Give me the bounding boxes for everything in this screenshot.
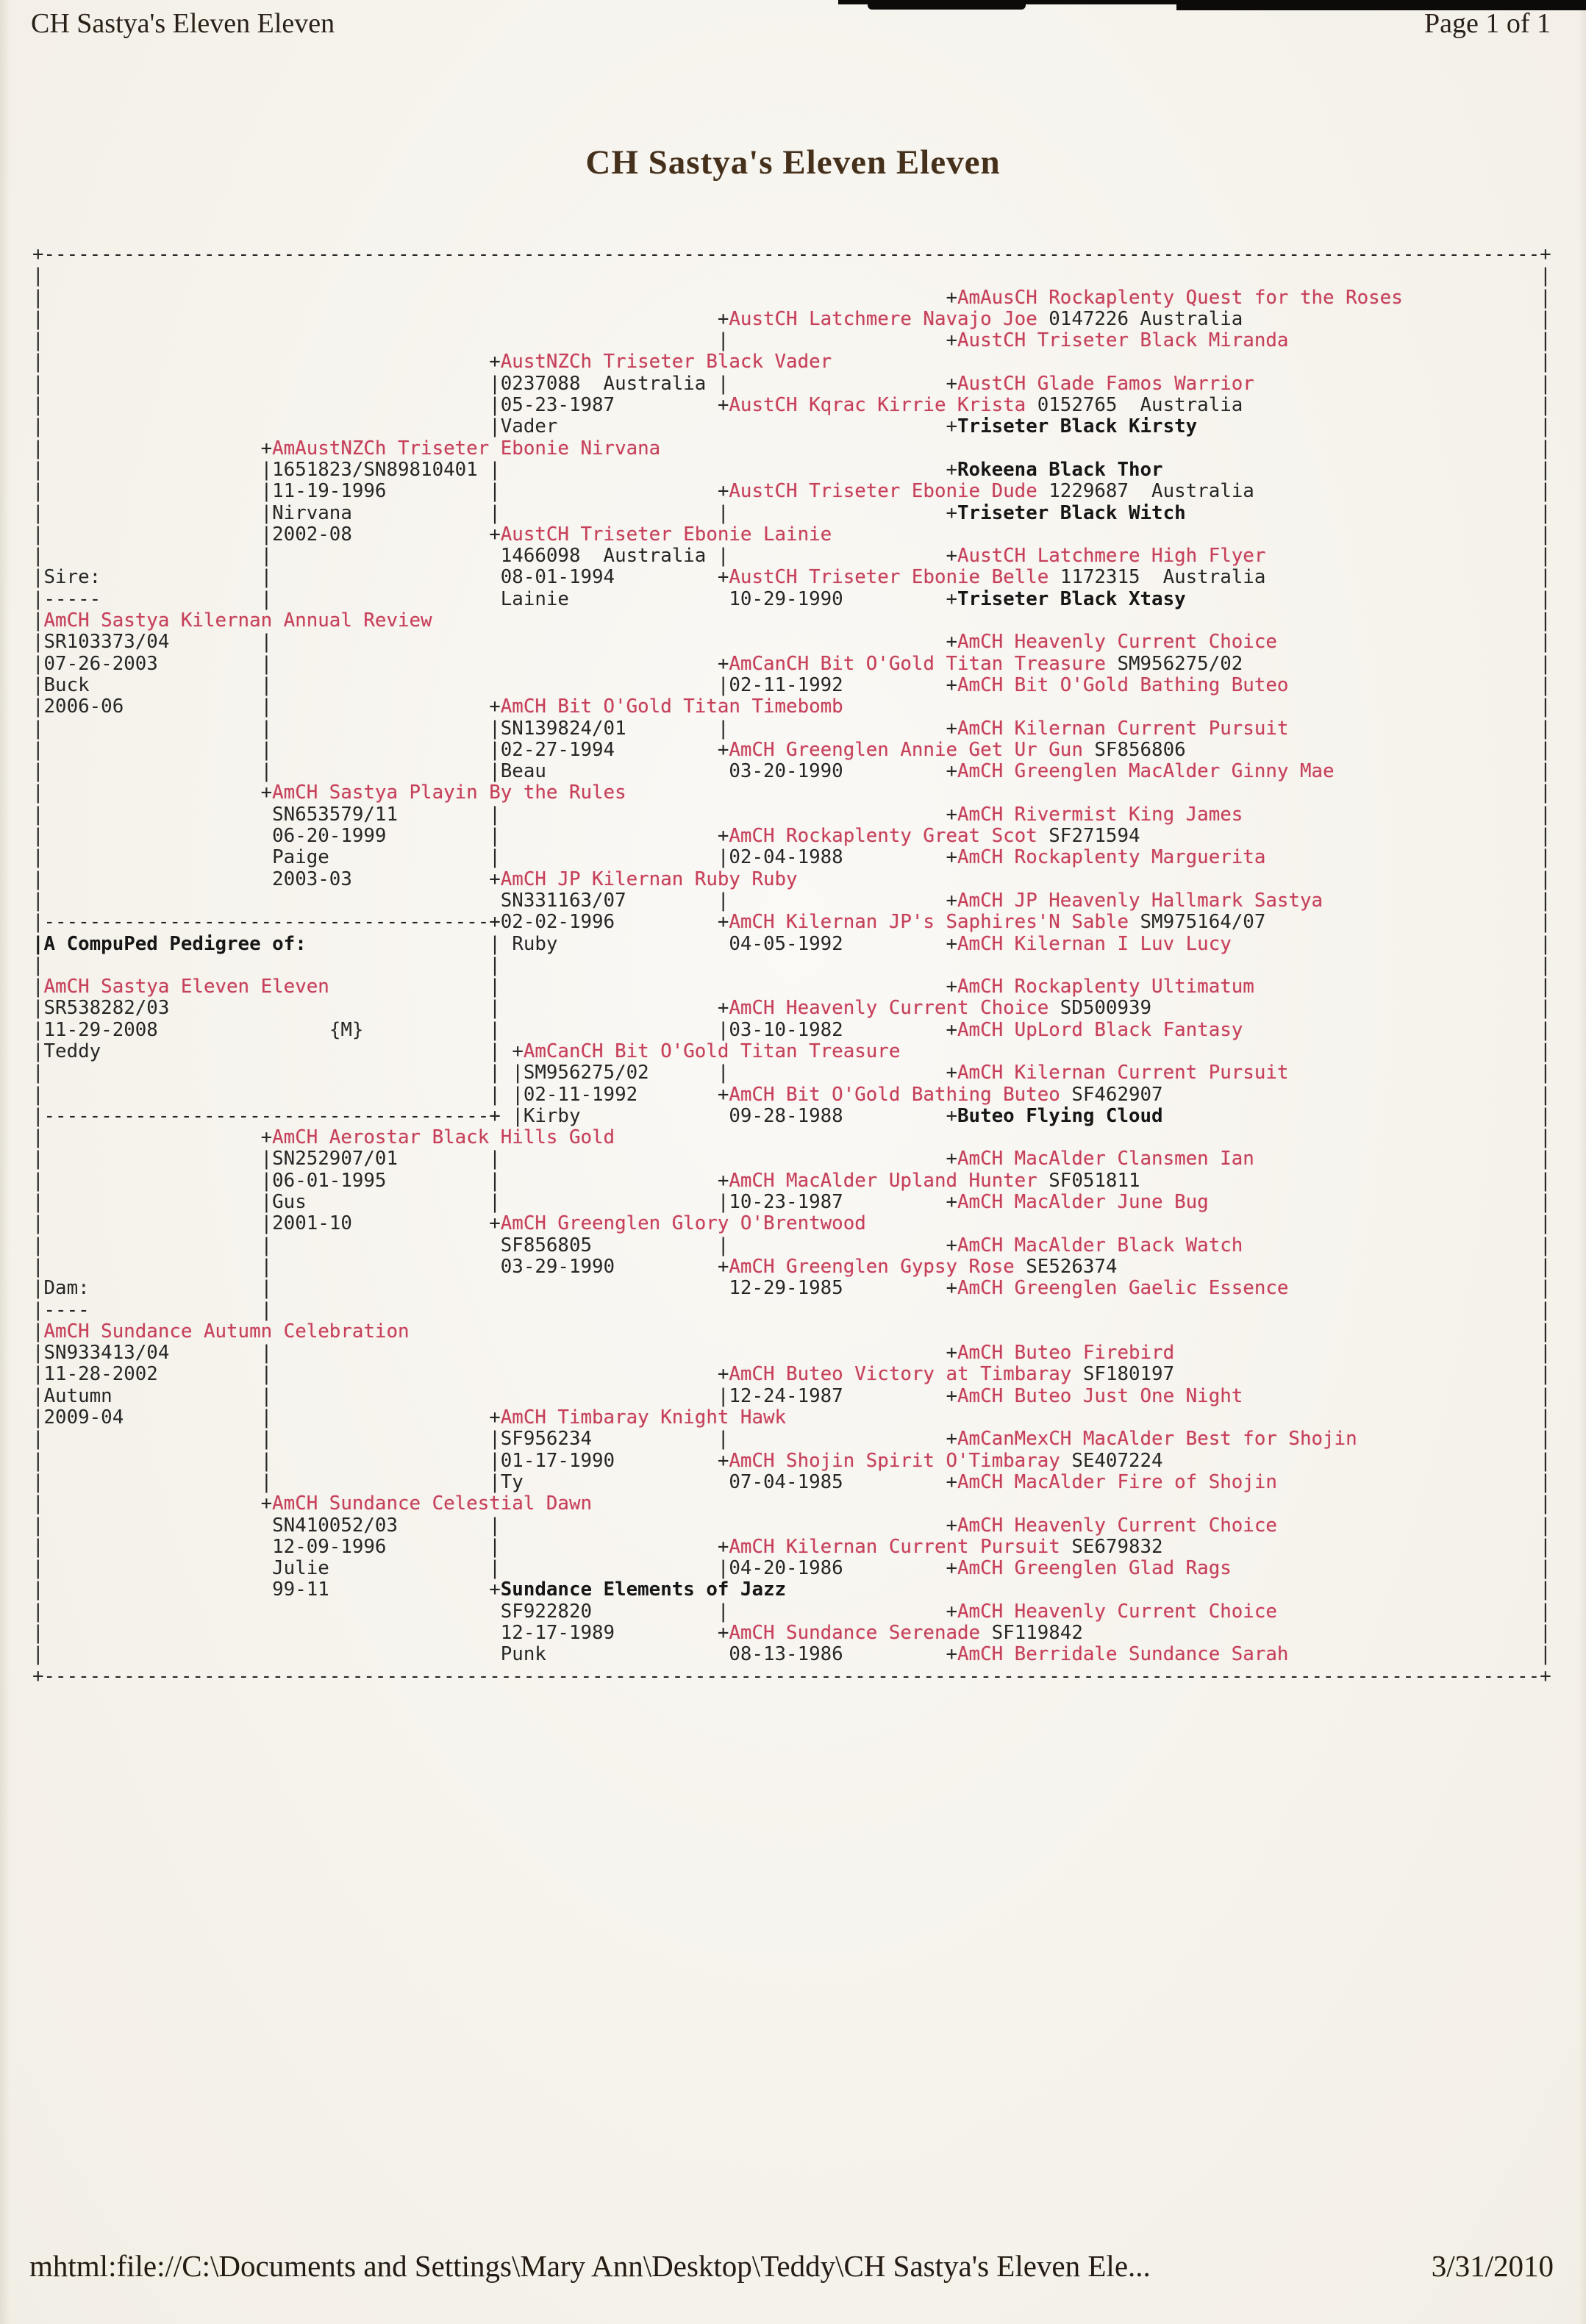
- pedigree-line: |2006-06 | +AmCH Bit O'Gold Titan Timebo…: [32, 696, 1551, 718]
- pedigree-line: | | |SF956234 | +AmCanMexCH MacAlder Bes…: [32, 1428, 1551, 1451]
- pedigree-line: | |Vader +Triseter Black Kirsty |: [32, 415, 1551, 438]
- print-header-page-number: Page 1 of 1: [1424, 8, 1551, 39]
- pedigree-line: | 12-17-1989 +AmCH Sundance Serenade SF1…: [32, 1622, 1551, 1644]
- pedigree-line: |11-28-2002 | +AmCH Buteo Victory at Tim…: [32, 1363, 1551, 1386]
- pedigree-line: | |SN252907/01 | +AmCH MacAlder Clansmen…: [32, 1148, 1551, 1170]
- pedigree-line: | 06-20-1999 | +AmCH Rockaplenty Great S…: [32, 825, 1551, 848]
- print-header-title: CH Sastya's Eleven Eleven: [31, 8, 335, 39]
- pedigree-line: |Dam: | 12-29-1985 +AmCH Greenglen Gaeli…: [32, 1277, 1551, 1300]
- pedigree-line: |---------------------------------------…: [32, 1104, 1551, 1127]
- pedigree-line: | |Nirvana | | +Triseter Black Witch |: [32, 501, 1551, 524]
- pedigree-line: | +AustNZCh Triseter Black Vader |: [32, 351, 1551, 373]
- pedigree-line: |----- | Lainie 10-29-1990 +Triseter Bla…: [32, 587, 1551, 610]
- pedigree-line: |Buck | |02-11-1992 +AmCH Bit O'Gold Bat…: [32, 673, 1551, 696]
- pedigree-line: | +AmCH Aerostar Black Hills Gold |: [32, 1126, 1551, 1149]
- pedigree-line: |Autumn | |12-24-1987 +AmCH Buteo Just O…: [32, 1384, 1551, 1407]
- pedigree-line: | | |02-11-1992 +AmCH Bit O'Gold Bathing…: [32, 1083, 1551, 1106]
- pedigree-line: | | |SM956275/02 | +AmCH Kilernan Curren…: [32, 1062, 1551, 1084]
- pedigree-line: | | |02-27-1994 +AmCH Greenglen Annie Ge…: [32, 738, 1551, 761]
- pedigree-line: |SN933413/04 | +AmCH Buteo Firebird |: [32, 1342, 1551, 1365]
- pedigree-line: |AmCH Sastya Kilernan Annual Review |: [32, 609, 1551, 632]
- pedigree-line: +---------------------------------------…: [32, 1665, 1551, 1687]
- pedigree-line: | | 03-29-1990 +AmCH Greenglen Gypsy Ros…: [32, 1255, 1551, 1278]
- pedigree-line: | |1651823/SN89810401 | +Rokeena Black T…: [32, 458, 1551, 481]
- print-footer-date: 3/31/2010: [1431, 2249, 1554, 2283]
- pedigree-line: | | +AustCH Triseter Black Miranda |: [32, 329, 1551, 352]
- pedigree-line: | |2002-08 +AustCH Triseter Ebonie Laini…: [32, 523, 1551, 546]
- pedigree-line: | | |Beau 03-20-1990 +AmCH Greenglen Mac…: [32, 760, 1551, 783]
- pedigree-line: | | |01-17-1990 +AmCH Shojin Spirit O'Ti…: [32, 1449, 1551, 1472]
- pedigree-line: |AmCH Sundance Autumn Celebration |: [32, 1320, 1551, 1342]
- pedigree-line: | | |Ty 07-04-1985 +AmCH MacAlder Fire o…: [32, 1470, 1551, 1493]
- pedigree-line: | SN410052/03 | +AmCH Heavenly Current C…: [32, 1514, 1551, 1537]
- pedigree-line: | |2001-10 +AmCH Greenglen Glory O'Brent…: [32, 1212, 1551, 1235]
- pedigree-line: | +AmCH Sundance Celestial Dawn |: [32, 1492, 1551, 1515]
- pedigree-line: | |11-19-1996 | +AustCH Triseter Ebonie …: [32, 480, 1551, 503]
- pedigree-line: +---------------------------------------…: [32, 243, 1551, 265]
- pedigree-line: | +AmCH Sastya Playin By the Rules |: [32, 782, 1551, 804]
- pedigree-line: | SN331163/07 | +AmCH JP Heavenly Hallma…: [32, 889, 1551, 912]
- print-footer-url: mhtml:file://C:\Documents and Settings\M…: [29, 2249, 1151, 2283]
- pedigree-line: | |0237088 Australia | +AustCH Glade Fam…: [32, 372, 1551, 395]
- pedigree-line: | |06-01-1995 | +AmCH MacAlder Upland Hu…: [32, 1169, 1551, 1192]
- pedigree-line: | SF922820 | +AmCH Heavenly Current Choi…: [32, 1600, 1551, 1623]
- pedigree-line: |Sire: | 08-01-1994 +AustCH Triseter Ebo…: [32, 566, 1551, 589]
- pedigree-line: |SR103373/04 | +AmCH Heavenly Current Ch…: [32, 631, 1551, 654]
- pedigree-line: | 12-09-1996 | +AmCH Kilernan Current Pu…: [32, 1535, 1551, 1558]
- pedigree-line: | | 1466098 Australia | +AustCH Latchmer…: [32, 545, 1551, 568]
- pedigree-line: |Teddy | +AmCanCH Bit O'Gold Titan Treas…: [32, 1040, 1551, 1062]
- pedigree-line: | |05-23-1987 +AustCH Kqrac Kirrie Krist…: [32, 394, 1551, 417]
- scanner-edge-artifact: [1176, 0, 1586, 10]
- pedigree-line: | +AustCH Latchmere Navajo Joe 0147226 A…: [32, 307, 1551, 330]
- pedigree-line: | |: [32, 265, 1551, 287]
- pedigree-title: CH Sastya's Eleven Eleven: [585, 143, 1001, 182]
- pedigree-line: | Julie | |04-20-1986 +AmCH Greenglen Gl…: [32, 1557, 1551, 1580]
- pedigree-line: |07-26-2003 | +AmCanCH Bit O'Gold Titan …: [32, 652, 1551, 675]
- pedigree-line: | +AmAustNZCh Triseter Ebonie Nirvana |: [32, 437, 1551, 460]
- pedigree-line: |SR538282/03 | +AmCH Heavenly Current Ch…: [32, 997, 1551, 1020]
- pedigree-chart: +---------------------------------------…: [32, 243, 1551, 1687]
- pedigree-line: | |Gus | |10-23-1987 +AmCH MacAlder June…: [32, 1191, 1551, 1214]
- pedigree-line: | SN653579/11 | +AmCH Rivermist King Jam…: [32, 803, 1551, 826]
- pedigree-line: | Punk 08-13-1986 +AmCH Berridale Sundan…: [32, 1643, 1551, 1666]
- pedigree-line: | 2003-03 +AmCH JP Kilernan Ruby Ruby |: [32, 868, 1551, 890]
- scanner-edge-artifact: [868, 0, 1026, 10]
- pedigree-line: |---------------------------------------…: [32, 911, 1551, 934]
- pedigree-line: |---- | |: [32, 1298, 1551, 1321]
- pedigree-line: |A CompuPed Pedigree of: | Ruby 04-05-19…: [32, 932, 1551, 955]
- pedigree-line: | | |SN139824/01 | +AmCH Kilernan Curren…: [32, 717, 1551, 740]
- pedigree-line: | Paige | |02-04-1988 +AmCH Rockaplenty …: [32, 846, 1551, 869]
- pedigree-line: | 99-11 +Sundance Elements of Jazz |: [32, 1578, 1551, 1601]
- pedigree-line: | | |: [32, 954, 1551, 976]
- pedigree-line: | | SF856805 | +AmCH MacAlder Black Watc…: [32, 1234, 1551, 1256]
- pedigree-line: | +AmAusCH Rockaplenty Quest for the Ros…: [32, 286, 1551, 309]
- pedigree-line: |2009-04 | +AmCH Timbaray Knight Hawk |: [32, 1406, 1551, 1429]
- pedigree-line: |11-29-2008 {M} | |03-10-1982 +AmCH UpLo…: [32, 1018, 1551, 1041]
- pedigree-line: |AmCH Sastya Eleven Eleven | +AmCH Rocka…: [32, 976, 1551, 998]
